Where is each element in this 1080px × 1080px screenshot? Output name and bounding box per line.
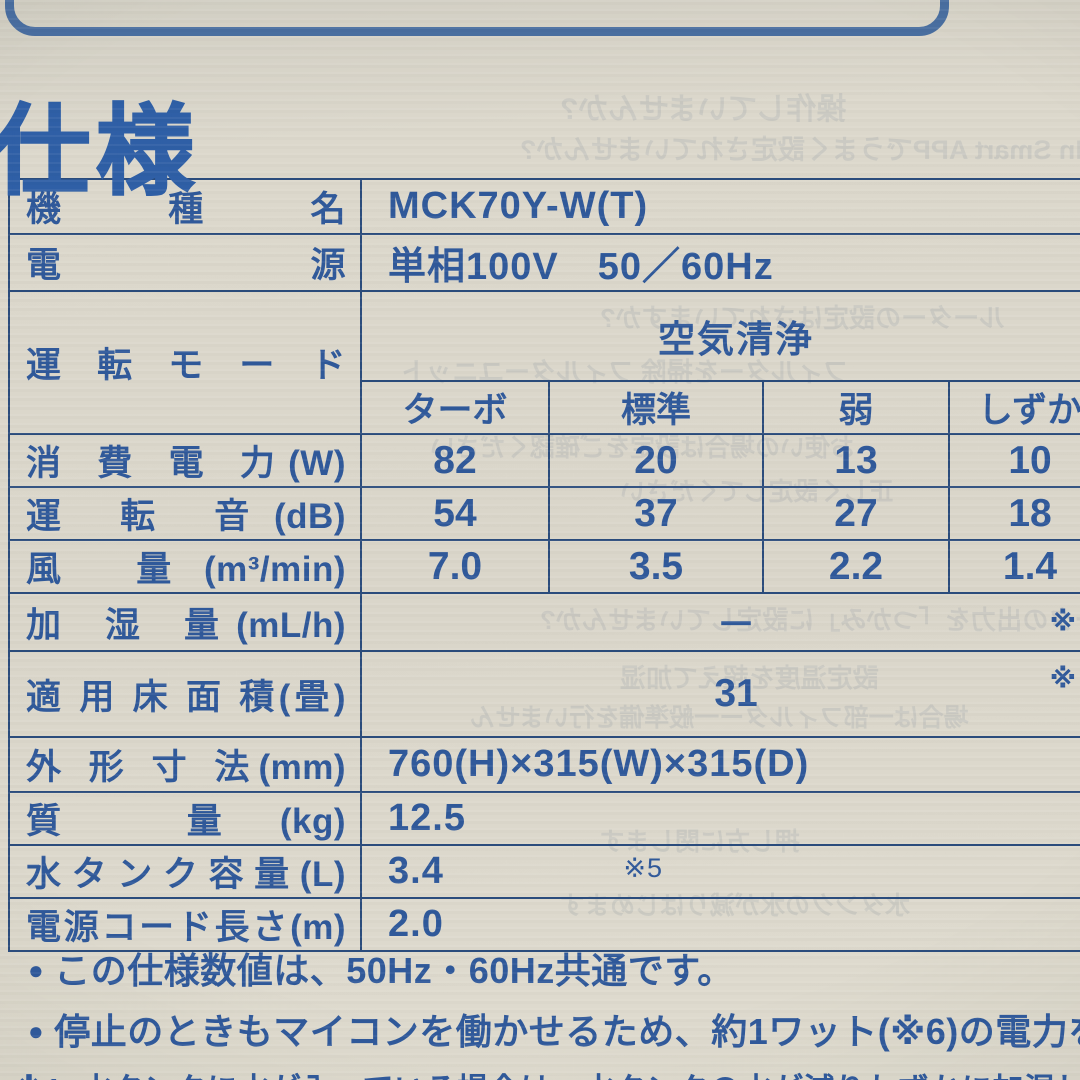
consumption-label-cell: 消 費 電 力(W): [8, 433, 362, 488]
consumption-quiet: 10: [947, 433, 1080, 488]
consumption-standard: 20: [548, 433, 764, 488]
dimensions-label-cell: 外 形 寸 法(mm): [8, 736, 362, 793]
humidification-value-cell: － ※: [359, 592, 1080, 652]
table-row-weight: 質 量(kg) 12.5: [8, 791, 1080, 846]
tank-label-cell: 水タンク容量(L): [8, 844, 362, 899]
cord-value: 2.0: [359, 897, 1080, 952]
notes-section: ● この仕様数値は、50Hz・60Hz共通です。 ● 停止のときもマイコンを働かせる…: [14, 942, 1080, 1080]
floor-area-label: 適 用 床 面 積(畳): [26, 677, 346, 717]
bullet-icon: ●: [28, 955, 45, 985]
humidification-label: 加 湿 量(mL/h): [26, 605, 346, 645]
power-value: 単相100V 50／60Hz: [359, 233, 1080, 292]
weight-label: 質 量(kg): [26, 802, 346, 841]
table-row-dimensions: 外 形 寸 法(mm) 760(H)×315(W)×315(D): [8, 736, 1080, 793]
power-label: 電 源: [26, 246, 346, 285]
mode-label-cell: 運 転 モ ー ド: [8, 290, 362, 435]
mode-group-header: 空気清浄: [359, 290, 1080, 382]
bullet-icon: ●: [28, 1016, 45, 1046]
table-row-mode-group: 運 転 モ ー ド 空気清浄: [8, 290, 1080, 435]
tank-value-cell: 3.4 ※5: [359, 844, 1080, 899]
cord-label-cell: 電源コード長さ(m): [8, 897, 362, 952]
table-row-cord: 電源コード長さ(m) 2.0: [8, 897, 1080, 952]
floor-area-note-mark: ※: [1049, 663, 1077, 694]
noise-turbo: 54: [360, 486, 550, 541]
humidification-note-mark: ※: [1049, 606, 1077, 637]
mode-label: 運 転 モ ー ド: [26, 346, 346, 385]
noise-label: 運 転 音(dB): [26, 497, 346, 536]
ghost-text: 操作していませんか?: [560, 93, 847, 126]
airflow-label-cell: 風 量(m³/min): [8, 539, 362, 594]
power-label-cell: 電 源: [8, 233, 362, 292]
consumption-label: 消 費 電 力(W): [26, 444, 346, 483]
note-line-1: ● この仕様数値は、50Hz・60Hz共通です。: [28, 942, 1080, 994]
airflow-standard: 3.5: [548, 539, 764, 594]
note-2-text: 停止のときもマイコンを働かせるため、約1ワット(※6)の電力を消費し: [54, 1011, 1080, 1052]
noise-standard: 37: [548, 486, 764, 541]
table-row-power-consumption: 消 費 電 力(W) 82 20 13 10: [8, 433, 1080, 488]
dimensions-value: 760(H)×315(W)×315(D): [359, 736, 1080, 793]
airflow-quiet: 1.4: [947, 539, 1080, 594]
page-title: 仕様: [0, 95, 201, 207]
model-label: 機 種 名: [26, 190, 346, 229]
table-row-tank: 水タンク容量(L) 3.4 ※5: [8, 844, 1080, 899]
cord-label: 電源コード長さ(m): [26, 908, 346, 947]
note-1-text: この仕様数値は、50Hz・60Hz共通です。: [54, 950, 734, 991]
noise-label-cell: 運 転 音(dB): [8, 486, 362, 541]
dimensions-label: 外 形 寸 法(mm): [26, 748, 346, 787]
noise-low: 27: [762, 486, 950, 541]
mode-column-low: 弱: [762, 380, 950, 435]
mode-column-standard: 標準: [548, 380, 764, 435]
model-label-cell: 機 種 名: [8, 178, 362, 235]
noise-quiet: 18: [947, 486, 1080, 541]
floor-area-label-cell: 適 用 床 面 積(畳): [8, 650, 362, 738]
airflow-low: 2.2: [762, 539, 950, 594]
floor-area-value-cell: 31 ※: [359, 650, 1080, 738]
note-line-2: ● 停止のときもマイコンを働かせるため、約1ワット(※6)の電力を消費し: [28, 1003, 1080, 1055]
tank-value: 3.4: [388, 850, 444, 892]
tank-note: ※5: [623, 853, 664, 883]
airflow-turbo: 7.0: [360, 539, 550, 594]
previous-section-box-edge: [5, 0, 949, 36]
table-row-noise: 運 転 音(dB) 54 37 27 18: [8, 486, 1080, 541]
table-row-floor-area: 適 用 床 面 積(畳) 31 ※: [8, 650, 1080, 738]
table-row-airflow: 風 量(m³/min) 7.0 3.5 2.2 1.4: [8, 539, 1080, 594]
table-row-mode-columns: ターボ 標準 弱 しずか: [9, 380, 1080, 435]
weight-label-cell: 質 量(kg): [8, 791, 362, 846]
footnote-1: ※1. 水タンクに水が入っている場合は、水タンクの水が減りわずかに加湿します: [14, 1064, 1080, 1080]
humidification-value: －: [716, 604, 756, 647]
humidification-label-cell: 加 湿 量(mL/h): [8, 592, 362, 652]
floor-area-value: 31: [714, 672, 758, 715]
mode-column-turbo: ターボ: [360, 380, 550, 435]
airflow-label: 風 量(m³/min): [26, 550, 346, 589]
consumption-low: 13: [762, 433, 950, 488]
consumption-turbo: 82: [360, 433, 550, 488]
model-value: MCK70Y-W(T): [359, 178, 1080, 235]
tank-label: 水タンク容量(L): [26, 855, 346, 894]
specification-table: 機 種 名 MCK70Y-W(T) 電 源 単相100V 50／60Hz 運 転…: [8, 178, 1080, 952]
table-row-model: 機 種 名 MCK70Y-W(T): [8, 178, 1080, 235]
ghost-text: In Smart APPでうまく設定されていませんか?: [520, 135, 1080, 165]
table-row-power: 電 源 単相100V 50／60Hz: [8, 233, 1080, 292]
weight-value: 12.5: [359, 791, 1080, 846]
mode-column-quiet: しずか: [947, 380, 1080, 435]
table-row-humidification: 加 湿 量(mL/h) － ※: [8, 592, 1080, 652]
